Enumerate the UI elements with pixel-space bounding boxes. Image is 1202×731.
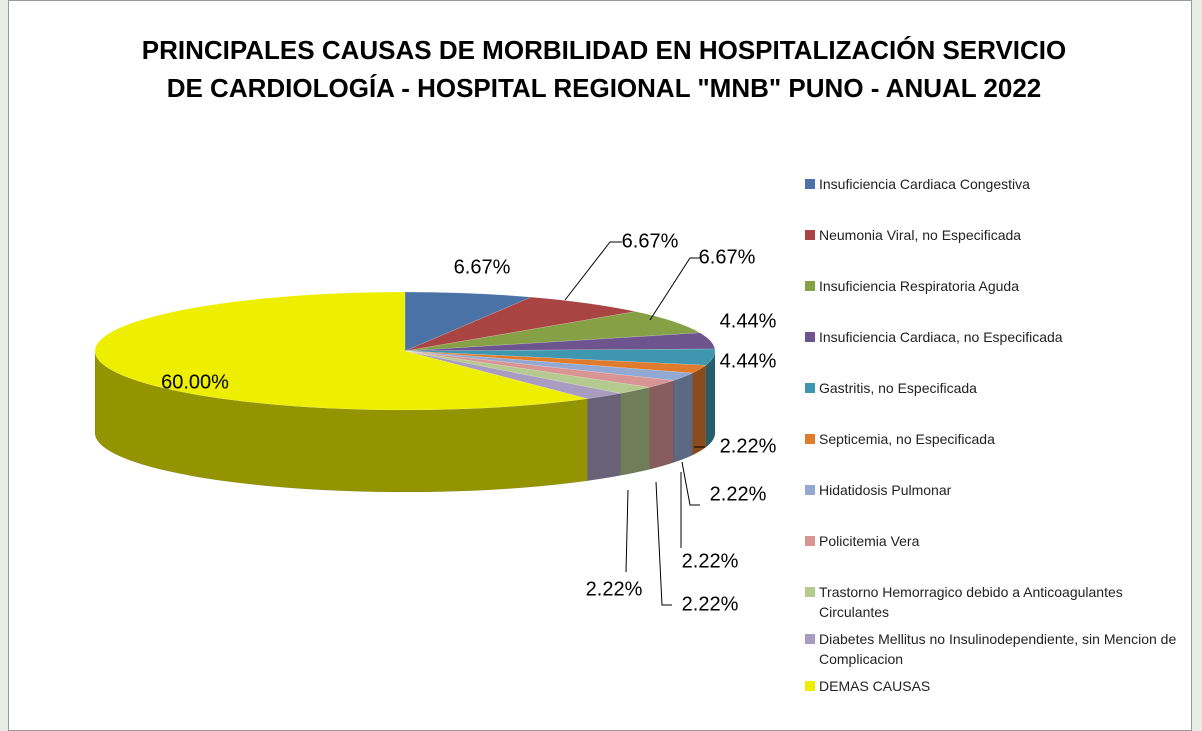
legend-label: Septicemia, no Especificada: [819, 431, 995, 447]
legend-item: Neumonia Viral, no Especificada: [805, 225, 1179, 245]
legend-label: Neumonia Viral, no Especificada: [819, 227, 1021, 243]
leader-line: [626, 490, 628, 572]
legend-label: Insuficiencia Cardiaca Congestiva: [819, 176, 1030, 192]
legend-label: Policitemia Vera: [819, 533, 919, 549]
legend-swatch: [805, 634, 815, 644]
legend-item: Insuficiencia Cardiaca, no Especificada: [805, 327, 1179, 347]
slice-side: [587, 393, 620, 480]
data-label: 4.44%: [720, 310, 777, 332]
legend-swatch: [805, 281, 815, 291]
legend-item: Diabetes Mellitus no Insulinodependiente…: [805, 629, 1179, 669]
legend-label: Hidatidosis Pulmonar: [819, 482, 951, 498]
legend-swatch: [805, 434, 815, 444]
legend-item: Septicemia, no Especificada: [805, 429, 1179, 449]
slice-side: [673, 373, 692, 462]
slice-side: [706, 351, 715, 447]
leader-line: [656, 482, 672, 605]
legend-label: Insuficiencia Respiratoria Aguda: [819, 278, 1019, 294]
legend-swatch: [805, 179, 815, 189]
page: PRINCIPALES CAUSAS DE MORBILIDAD EN HOSP…: [0, 0, 1202, 731]
legend-swatch: [805, 230, 815, 240]
slice-side: [620, 387, 649, 475]
data-label: 6.67%: [622, 230, 679, 252]
leader-line: [650, 258, 700, 320]
legend-swatch: [805, 681, 815, 691]
data-label: 60.00%: [161, 371, 229, 393]
leader-line: [565, 242, 622, 300]
legend-item: Trastorno Hemorragico debido a Anticoagu…: [805, 582, 1179, 622]
data-label: 2.22%: [586, 578, 643, 600]
legend-swatch: [805, 332, 815, 342]
legend-label: Diabetes Mellitus no Insulinodependiente…: [819, 631, 1176, 667]
leader-line: [682, 462, 700, 505]
legend-item: Hidatidosis Pulmonar: [805, 480, 1179, 500]
legend-label: Insuficiencia Cardiaca, no Especificada: [819, 329, 1063, 345]
legend-swatch: [805, 587, 815, 597]
legend-label: DEMAS CAUSAS: [819, 678, 930, 694]
data-label: 2.22%: [710, 483, 767, 505]
legend-item: Insuficiencia Cardiaca Congestiva: [805, 174, 1179, 194]
data-label: 4.44%: [720, 350, 777, 372]
legend-swatch: [805, 383, 815, 393]
data-label: 2.22%: [720, 435, 777, 457]
legend-label: Gastritis, no Especificada: [819, 380, 977, 396]
data-label: 6.67%: [699, 246, 756, 268]
legend-item: DEMAS CAUSAS: [805, 676, 1179, 696]
legend-label: Trastorno Hemorragico debido a Anticoagu…: [819, 584, 1123, 620]
legend-item: Gastritis, no Especificada: [805, 378, 1179, 398]
data-label: 2.22%: [682, 550, 739, 572]
legend-item: Insuficiencia Respiratoria Aguda: [805, 276, 1179, 296]
legend-item: Policitemia Vera: [805, 531, 1179, 551]
data-label: 2.22%: [682, 593, 739, 615]
legend-swatch: [805, 485, 815, 495]
slice-side: [692, 365, 705, 455]
data-label: 6.67%: [454, 256, 511, 278]
legend-swatch: [805, 536, 815, 546]
slice-side: [649, 381, 673, 470]
